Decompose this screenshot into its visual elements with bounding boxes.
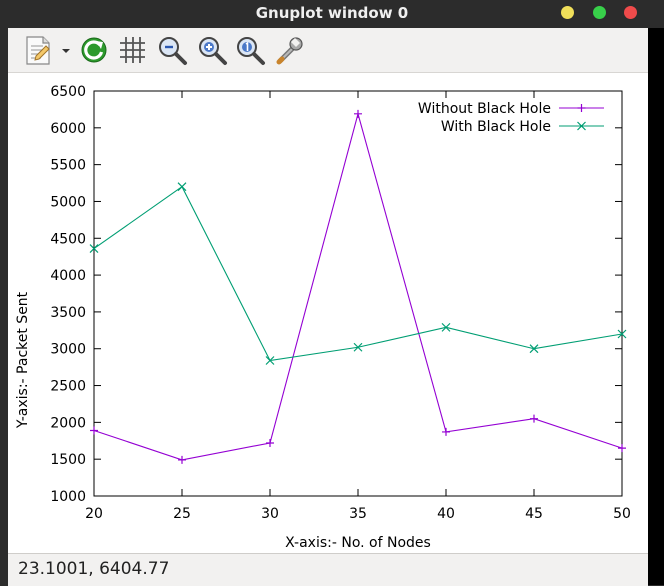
zoom-in-icon[interactable] (196, 34, 228, 66)
x-tick-label: 50 (613, 506, 631, 522)
data-point (442, 427, 450, 436)
y-axis-label: Y-axis:- Packet Sent (15, 291, 31, 429)
plot-border (93, 90, 623, 497)
y-tick-label: 2500 (50, 379, 86, 395)
series-line (93, 111, 623, 461)
window-left-edge (0, 28, 8, 585)
grid-icon[interactable] (116, 34, 148, 66)
maximize-button[interactable] (593, 6, 606, 19)
close-button[interactable] (624, 6, 637, 19)
legend-marker (577, 104, 586, 112)
y-tick-label: 5000 (50, 194, 86, 210)
y-tick-label: 2000 (50, 415, 86, 431)
settings-wrench-icon[interactable] (274, 34, 306, 66)
replot-icon[interactable] (78, 34, 110, 66)
window-right-edge (648, 28, 664, 585)
data-point (617, 329, 627, 339)
y-tick-label: 1500 (50, 452, 86, 468)
data-point (90, 426, 98, 435)
x-tick-label: 35 (349, 506, 367, 522)
series-without-black-hole (90, 109, 626, 464)
data-point (177, 182, 187, 192)
data-point (441, 322, 451, 332)
y-tick-label: 3000 (50, 342, 86, 358)
data-point (529, 344, 539, 354)
x-tick-label: 30 (261, 506, 279, 522)
y-tick-label: 6000 (50, 121, 86, 137)
y-tick-label: 1000 (50, 489, 86, 505)
minimize-button[interactable] (561, 6, 574, 19)
x-tick-label: 45 (525, 506, 543, 522)
y-tick-label: 4000 (50, 268, 86, 284)
data-point (89, 244, 99, 254)
copy-to-clipboard-icon[interactable] (22, 34, 74, 66)
legend-marker (577, 121, 586, 131)
zoom-out-icon[interactable] (156, 34, 188, 66)
data-point (353, 342, 363, 352)
data-point (266, 438, 274, 447)
line-chart: 1000 1500 2000 2500 3000 3500 4000 4500 5000 5500… (15, 84, 631, 551)
y-tick-label: 5500 (50, 158, 86, 174)
data-point (265, 356, 275, 365)
series-with-black-hole (89, 182, 627, 365)
data-point (354, 109, 362, 118)
series-line (93, 185, 623, 362)
status-bar: 23.1001, 6404.77 (8, 553, 648, 586)
data-point (530, 414, 538, 423)
y-tick-label: 6500 (50, 84, 86, 100)
window-title: Gnuplot window 0 (255, 4, 409, 22)
data-point (618, 444, 626, 453)
cursor-coordinates: 23.1001, 6404.77 (18, 559, 170, 579)
legend-label: With Black Hole (441, 119, 551, 135)
plot-area[interactable]: 1000 1500 2000 2500 3000 3500 4000 4500 5000 5500… (8, 73, 648, 553)
y-tick-label: 3500 (50, 305, 86, 321)
legend-label: Without Black Hole (418, 101, 551, 117)
data-point (178, 455, 186, 464)
x-tick-label: 20 (85, 506, 103, 522)
title-bar[interactable]: Gnuplot window 0 (0, 0, 664, 28)
zoom-reset-icon[interactable] (234, 34, 266, 66)
x-tick-label: 40 (437, 506, 455, 522)
x-tick-label: 25 (173, 506, 191, 522)
y-tick-label: 4500 (50, 231, 86, 247)
toolbar (8, 28, 648, 73)
x-axis-label: X-axis:- No. of Nodes (285, 535, 431, 551)
